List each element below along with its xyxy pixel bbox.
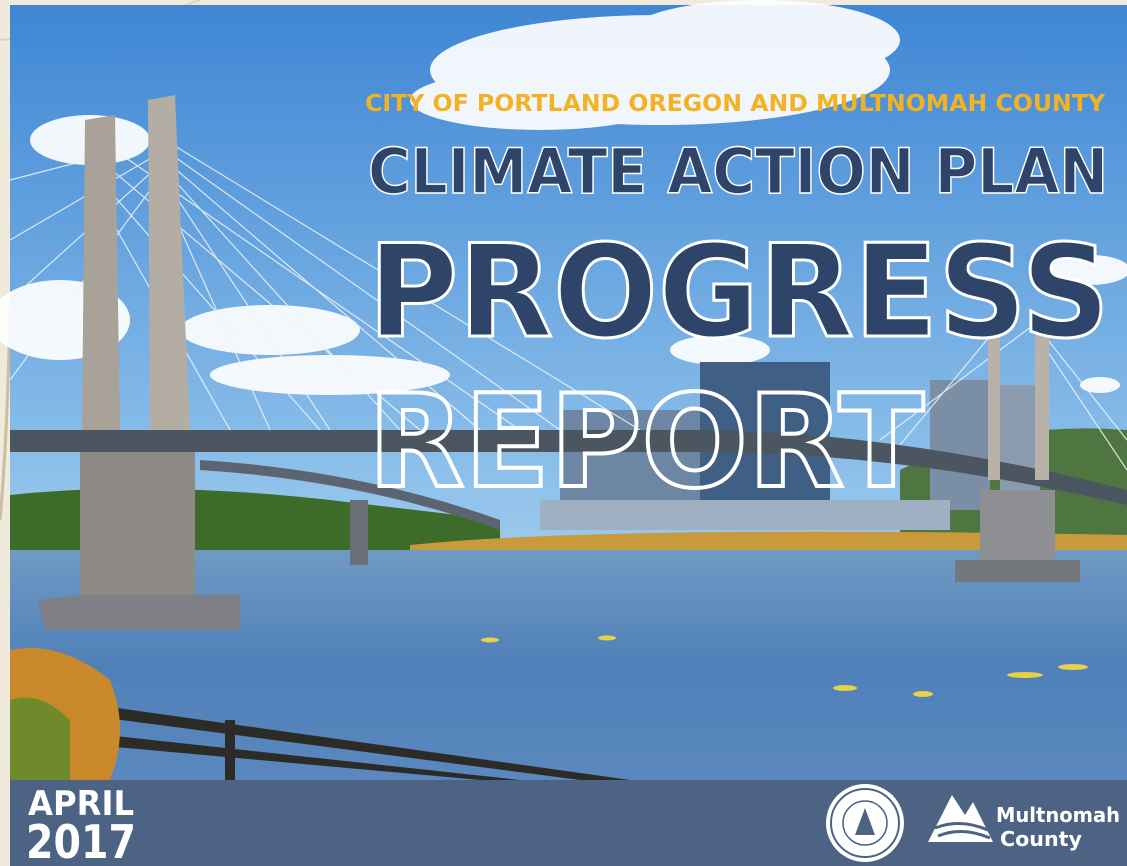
date-year: 2017 (26, 815, 136, 866)
title-line-1: CLIMATE ACTION PLAN (368, 135, 1108, 208)
title-line-2: PROGRESS (368, 218, 1110, 367)
logo-name: Multnomah (996, 803, 1120, 827)
page: CITY OF PORTLAND OREGON AND MULTNOMAH CO… (0, 0, 1127, 866)
city-seal (826, 784, 904, 862)
logo-name: County (1000, 827, 1082, 851)
title-line-3: REPORT (368, 368, 924, 517)
cover: CITY OF PORTLAND OREGON AND MULTNOMAH CO… (0, 0, 1127, 866)
subtitle: CITY OF PORTLAND OREGON AND MULTNOMAH CO… (365, 91, 1105, 117)
